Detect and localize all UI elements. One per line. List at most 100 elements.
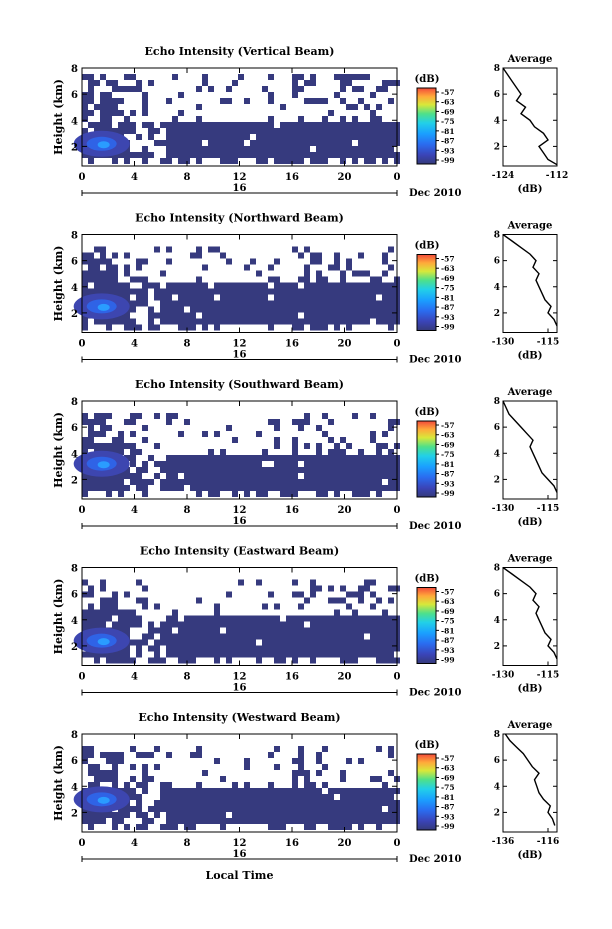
heatmap-cell [340, 788, 346, 794]
heatmap-cell [298, 788, 304, 794]
heatmap-cell [286, 152, 292, 158]
heatmap-cell [328, 437, 334, 443]
heatmap-cell [160, 140, 166, 146]
average-profile-line [502, 400, 558, 493]
heatmap-cell [274, 824, 280, 830]
heatmap-cell [322, 782, 328, 788]
heatmap-cell [82, 485, 88, 491]
heatmap-cell [130, 776, 136, 782]
heatmap-cell [202, 467, 208, 473]
heatmap-cell [304, 455, 310, 461]
heatmap-cell [322, 152, 328, 158]
heatmap-cell [112, 621, 118, 628]
heatmap-cell [334, 597, 340, 604]
heatmap-cell [358, 615, 364, 622]
heatmap-cell [202, 318, 208, 325]
heatmap-cell [304, 140, 310, 146]
heatmap-cell [322, 146, 328, 152]
heatmap-cell [220, 645, 226, 652]
heatmap-cell [178, 639, 184, 646]
heatmap-cell [208, 146, 214, 152]
heatmap-cell [268, 276, 274, 283]
heatmap-cell [112, 318, 118, 325]
heatmap-cell [358, 152, 364, 158]
heatmap-cell [88, 122, 94, 128]
heatmap-cell [88, 431, 94, 437]
heatmap-cell [160, 122, 166, 128]
y-tick-label: 2 [71, 475, 78, 486]
average-y-tick-label: 4 [494, 283, 500, 293]
heatmap-cell [178, 627, 184, 634]
heatmap-cell [232, 794, 238, 800]
heatmap-cell [310, 324, 316, 331]
heatmap-cell [328, 288, 334, 295]
heatmap-cell [280, 824, 286, 830]
heatmap-cell [334, 467, 340, 473]
heatmap-cell [106, 80, 112, 86]
heatmap-cell [154, 473, 160, 479]
heatmap-cell [148, 645, 154, 652]
heatmap-cell [238, 473, 244, 479]
heatmap-cell [142, 425, 148, 431]
heatmap-cell [340, 158, 346, 164]
heatmap-cell [172, 651, 178, 658]
heatmap-cell [364, 74, 370, 80]
heatmap-cell [256, 146, 262, 152]
heatmap-cell [358, 806, 364, 812]
heatmap-cell [328, 788, 334, 794]
x-tick-label: 12 [233, 505, 247, 516]
heatmap-cell [358, 461, 364, 467]
heatmap-cell [262, 479, 268, 485]
heatmap-cell [352, 591, 358, 598]
heatmap-cell [142, 258, 148, 265]
heatmap-cell [304, 633, 310, 640]
heatmap-cell [226, 621, 232, 628]
heatmap-cell [208, 651, 214, 658]
heatmap-cell [172, 312, 178, 319]
heatmap-cell [388, 627, 394, 634]
heatmap-cell [346, 140, 352, 146]
heatmap-cell [334, 479, 340, 485]
heatmap-cell [370, 633, 376, 640]
echo-blob-core [97, 141, 110, 149]
heatmap-cell [190, 288, 196, 295]
heatmap-cell [382, 86, 388, 92]
heatmap-cell [328, 140, 334, 146]
heatmap-cell [202, 455, 208, 461]
heatmap-cell [292, 122, 298, 128]
heatmap-cell [118, 812, 124, 818]
heatmap-cell [358, 252, 364, 259]
heatmap-cell [160, 627, 166, 634]
heatmap-cell [238, 794, 244, 800]
heatmap-cell [262, 645, 268, 652]
heatmap-cell [352, 116, 358, 122]
heatmap-cell [124, 282, 130, 289]
heatmap-cell [196, 140, 202, 146]
heatmap-cell [82, 92, 88, 98]
heatmap-cell [274, 306, 280, 313]
echo-blob-core [97, 461, 110, 469]
heatmap-cell [190, 806, 196, 812]
heatmap-cell [154, 413, 160, 419]
heatmap-cell [166, 824, 172, 830]
heatmap-cell [280, 633, 286, 640]
y-tick-label: 2 [71, 309, 78, 320]
heatmap-cell [148, 134, 154, 140]
heatmap-cell [292, 288, 298, 295]
heatmap-cell [346, 134, 352, 140]
heatmap-cell [100, 585, 106, 592]
heatmap-cell [208, 621, 214, 628]
heatmap-cell [340, 645, 346, 652]
colorbar-tick-label: -69 [441, 274, 455, 283]
heatmap-cell [382, 443, 388, 449]
heatmap-cell [328, 824, 334, 830]
heatmap-cell [172, 74, 178, 80]
heatmap-cell [268, 782, 274, 788]
heatmap-cell [256, 615, 262, 622]
heatmap-cell [130, 794, 136, 800]
heatmap-cell [298, 758, 304, 764]
heatmap-cell [172, 812, 178, 818]
heatmap-cell [154, 128, 160, 134]
heatmap-cell [262, 473, 268, 479]
heatmap-cell [340, 794, 346, 800]
